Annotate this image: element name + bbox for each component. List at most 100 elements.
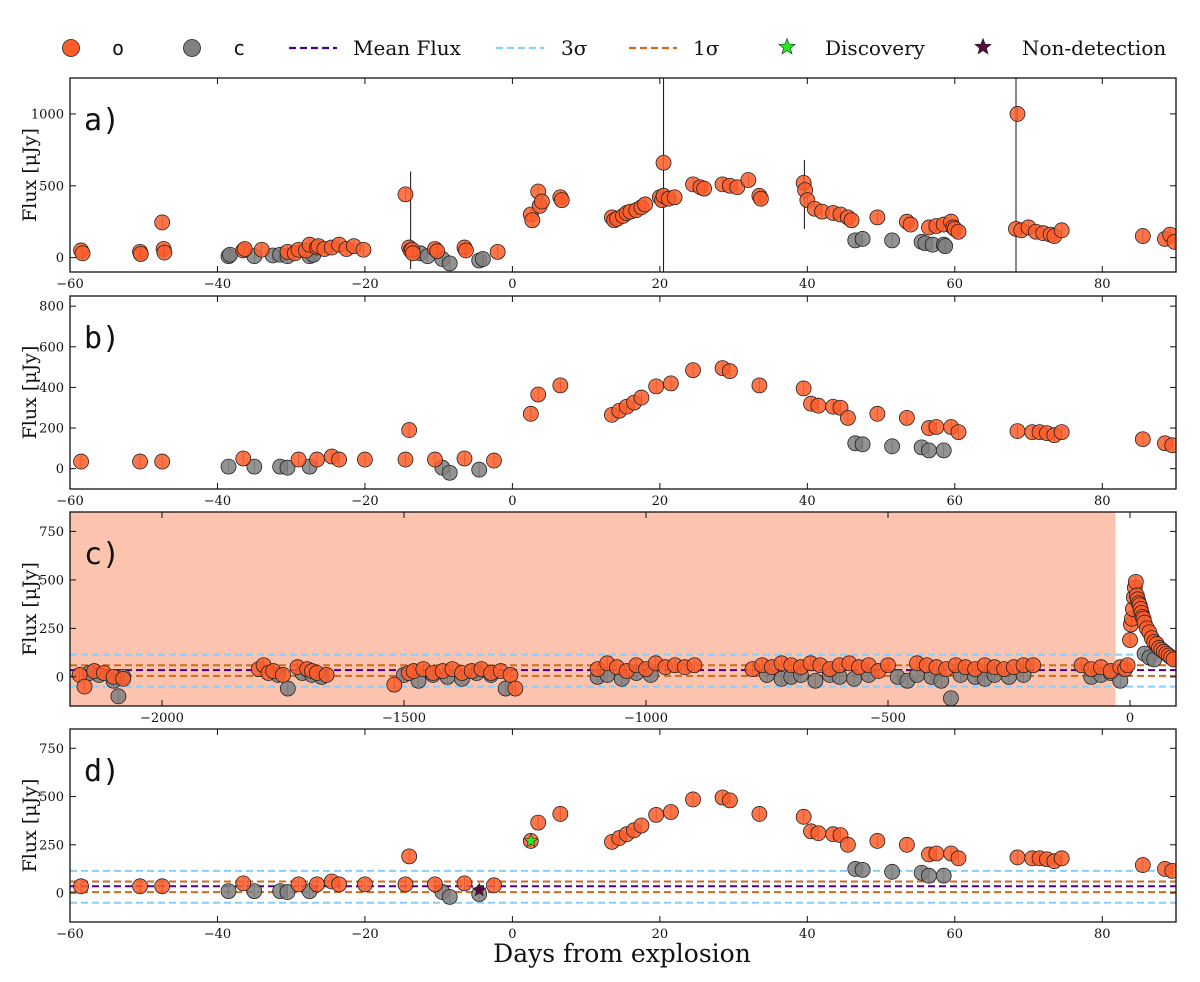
data-point-o	[404, 245, 421, 262]
data-point-o	[236, 241, 253, 257]
data-point-c	[854, 231, 871, 247]
legend-nondetection-label: Non-detection	[1022, 36, 1166, 60]
data-point-c	[475, 251, 491, 267]
data-point-o	[74, 245, 91, 262]
x-tick-label: −20	[351, 277, 378, 292]
y-tick-label: 750	[39, 742, 64, 757]
data-point-o	[397, 451, 414, 468]
data-point-o	[73, 453, 89, 470]
x-tick-label: 20	[652, 927, 669, 942]
data-point-c	[807, 672, 824, 689]
y-tick-label: 0	[56, 462, 64, 477]
data-point-o	[486, 452, 502, 469]
legend-entry-three_sigma: 3σ	[496, 36, 588, 60]
data-point-o	[522, 405, 539, 422]
series-o	[71, 573, 1176, 697]
data-point-o	[685, 362, 701, 379]
data-point-o	[898, 409, 915, 426]
data-point-o	[1053, 222, 1070, 239]
x-tick-label: 40	[799, 927, 816, 942]
x-tick-label: 0	[508, 927, 516, 942]
legend-entry-discovery: Discovery	[778, 36, 926, 60]
y-tick-label: 0	[56, 887, 64, 902]
data-point-c	[441, 889, 458, 905]
data-point-o	[132, 878, 148, 895]
data-point-o	[401, 848, 418, 865]
data-point-c	[921, 442, 937, 459]
data-point-o	[663, 375, 679, 392]
data-point-o	[1164, 437, 1176, 454]
data-point-o	[552, 806, 569, 822]
data-point-o	[880, 657, 896, 674]
legend-o-label: o	[112, 36, 124, 60]
panel-label: d)	[84, 754, 120, 789]
panel-label: a)	[84, 103, 120, 138]
x-tick-label: −20	[351, 494, 378, 509]
legend-entry-mean: Mean Flux	[289, 36, 462, 60]
legend-entry-c: c	[183, 36, 245, 60]
y-axis-label: Flux [μJy]	[19, 128, 41, 222]
y-axis-label: Flux [μJy]	[19, 562, 41, 656]
x-tick-label: 20	[652, 494, 669, 509]
data-point-o	[685, 791, 701, 808]
data-point-o	[869, 209, 886, 226]
data-point-o	[637, 196, 654, 213]
nondetection-star-icon	[471, 882, 487, 897]
axes-frame	[69, 511, 1177, 707]
data-point-o	[309, 876, 325, 893]
data-point-o	[427, 876, 443, 893]
data-point-o	[507, 680, 524, 697]
data-point-o	[331, 876, 348, 893]
data-point-o	[154, 214, 171, 231]
data-point-o	[156, 244, 173, 261]
x-tick-label: −60	[56, 927, 83, 942]
series-o	[73, 789, 1176, 895]
data-point-c	[854, 436, 871, 453]
x-tick-label: −1000	[624, 711, 668, 726]
data-point-c	[222, 246, 238, 263]
data-point-o	[839, 409, 856, 426]
x-tick-label: 80	[1094, 927, 1111, 942]
y-tick-label: 800	[39, 300, 64, 315]
data-point-o	[1134, 228, 1151, 244]
x-tick-label: 20	[652, 277, 669, 292]
legend-one_sigma-label: 1σ	[693, 36, 720, 60]
data-point-o	[928, 845, 945, 862]
data-point-o	[486, 877, 502, 894]
x-tick-label: 0	[508, 277, 516, 292]
y-tick-label: 250	[39, 838, 64, 853]
data-point-o	[331, 451, 348, 468]
y-tick-label: 750	[39, 525, 64, 540]
data-point-o	[729, 179, 746, 196]
data-point-c	[110, 688, 127, 705]
data-point-c	[935, 867, 952, 884]
data-point-c	[884, 438, 901, 455]
data-point-o	[950, 223, 967, 240]
data-point-c	[943, 690, 959, 706]
data-point-o	[355, 241, 372, 258]
legend-c-marker-icon	[183, 39, 201, 57]
data-point-o	[235, 450, 252, 467]
y-tick-label: 250	[39, 622, 64, 637]
data-point-o	[154, 453, 171, 470]
data-point-o	[752, 190, 769, 207]
data-point-o	[795, 380, 812, 397]
data-point-c	[884, 232, 901, 249]
data-point-o	[950, 424, 967, 441]
x-tick-label: 60	[947, 927, 964, 942]
legend-discovery-star-icon	[778, 37, 796, 55]
data-point-o	[357, 451, 373, 468]
data-point-c	[279, 459, 296, 476]
x-tick-label: 40	[799, 277, 816, 292]
data-point-c	[471, 461, 488, 478]
data-point-o	[740, 172, 757, 188]
data-point-o	[666, 189, 683, 206]
axes-frame	[69, 728, 1177, 923]
x-tick-label: 60	[947, 494, 964, 509]
data-point-o	[1009, 849, 1026, 866]
y-tick-label: 500	[39, 573, 64, 588]
x-tick-label: −60	[56, 277, 83, 292]
data-point-c	[935, 442, 952, 459]
data-point-o	[290, 876, 307, 893]
